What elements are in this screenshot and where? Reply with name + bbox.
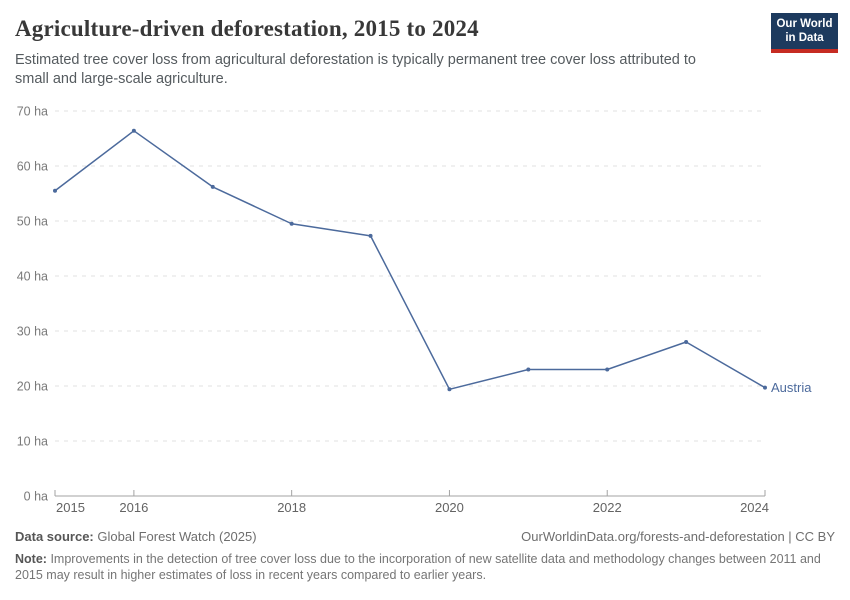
chart-header: Agriculture-driven deforestation, 2015 t… bbox=[0, 0, 850, 89]
data-point[interactable] bbox=[131, 128, 136, 133]
data-point[interactable] bbox=[605, 367, 610, 372]
y-axis-tick-label: 50 ha bbox=[17, 215, 48, 229]
x-axis-tick-label: 2022 bbox=[593, 500, 622, 515]
data-point[interactable] bbox=[684, 340, 689, 344]
y-axis-tick-label: 0 ha bbox=[24, 490, 48, 504]
page-title: Agriculture-driven deforestation, 2015 t… bbox=[15, 16, 479, 41]
x-axis-tick-label: 2024 bbox=[740, 500, 769, 515]
data-point[interactable] bbox=[763, 385, 767, 390]
y-axis-tick-label: 40 ha bbox=[17, 270, 48, 284]
y-axis-tick-label: 10 ha bbox=[17, 435, 48, 449]
y-axis-tick-label: 70 ha bbox=[17, 105, 48, 119]
data-point[interactable] bbox=[289, 221, 294, 226]
x-axis-tick-label: 2018 bbox=[277, 500, 306, 515]
footer-row: Data source: Global Forest Watch (2025) … bbox=[15, 528, 835, 545]
footer-note-text: Improvements in the detection of tree co… bbox=[15, 552, 821, 582]
y-axis-tick-label: 20 ha bbox=[17, 380, 48, 394]
data-source: Data source: Global Forest Watch (2025) bbox=[15, 528, 257, 545]
y-axis-tick-label: 60 ha bbox=[17, 160, 48, 174]
data-point[interactable] bbox=[526, 367, 531, 372]
data-point[interactable] bbox=[210, 184, 215, 189]
chart-subtitle: Estimated tree cover loss from agricultu… bbox=[15, 52, 696, 87]
line-chart[interactable]: 0 ha 10 ha 20 ha 30 ha 40 ha 50 ha 60 ha 70 ha 2… bbox=[0, 95, 850, 528]
footer-note-label: Note: bbox=[15, 552, 47, 566]
footer-note: Note: Improvements in the detection of t… bbox=[15, 552, 835, 583]
data-point[interactable] bbox=[368, 233, 373, 238]
series-label-austria: Austria bbox=[771, 380, 812, 395]
series-line-austria[interactable] bbox=[54, 130, 766, 391]
x-axis-tick-label: 2016 bbox=[119, 500, 148, 515]
owid-logo-text-line2: in Data bbox=[785, 31, 824, 44]
data-point[interactable] bbox=[53, 188, 57, 193]
x-axis-tick-label: 2015 bbox=[56, 500, 85, 515]
owid-logo[interactable]: Our World in Data bbox=[771, 13, 838, 53]
data-source-value: Global Forest Watch (2025) bbox=[97, 529, 257, 544]
data-point[interactable] bbox=[447, 387, 452, 392]
footer-link[interactable]: OurWorldinData.org/forests-and-deforesta… bbox=[521, 529, 835, 544]
x-axis-tick-label: 2020 bbox=[435, 500, 464, 515]
owid-logo-text-line1: Our World bbox=[776, 18, 833, 30]
y-axis-tick-label: 30 ha bbox=[17, 325, 48, 339]
data-source-label: Data source: bbox=[15, 529, 94, 544]
chart-footer: Data source: Global Forest Watch (2025) … bbox=[0, 528, 850, 583]
